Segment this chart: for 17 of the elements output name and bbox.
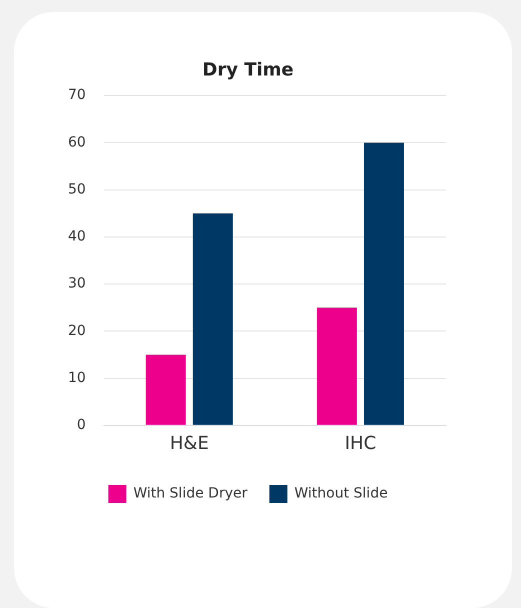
legend-label: Without Slide [294,486,388,502]
y-tick-label: 0 [76,417,86,434]
bar [146,354,186,425]
bar [192,213,233,425]
y-tick-label: 70 [68,87,86,104]
y-tick-label: 50 [68,181,86,198]
bar [316,308,357,425]
x-tick-label: IHC [344,432,376,454]
legend-label: With Slide Dryer [133,486,248,502]
y-tick-label: 10 [68,370,86,386]
y-tick-label: 30 [68,276,86,292]
y-tick-label: 40 [68,228,86,245]
x-tick-label: H&E [170,432,209,454]
bar [364,142,404,425]
y-tick-label: 20 [68,322,86,339]
chart-title: Dry Time [202,59,294,80]
y-tick-label: 60 [68,134,86,150]
